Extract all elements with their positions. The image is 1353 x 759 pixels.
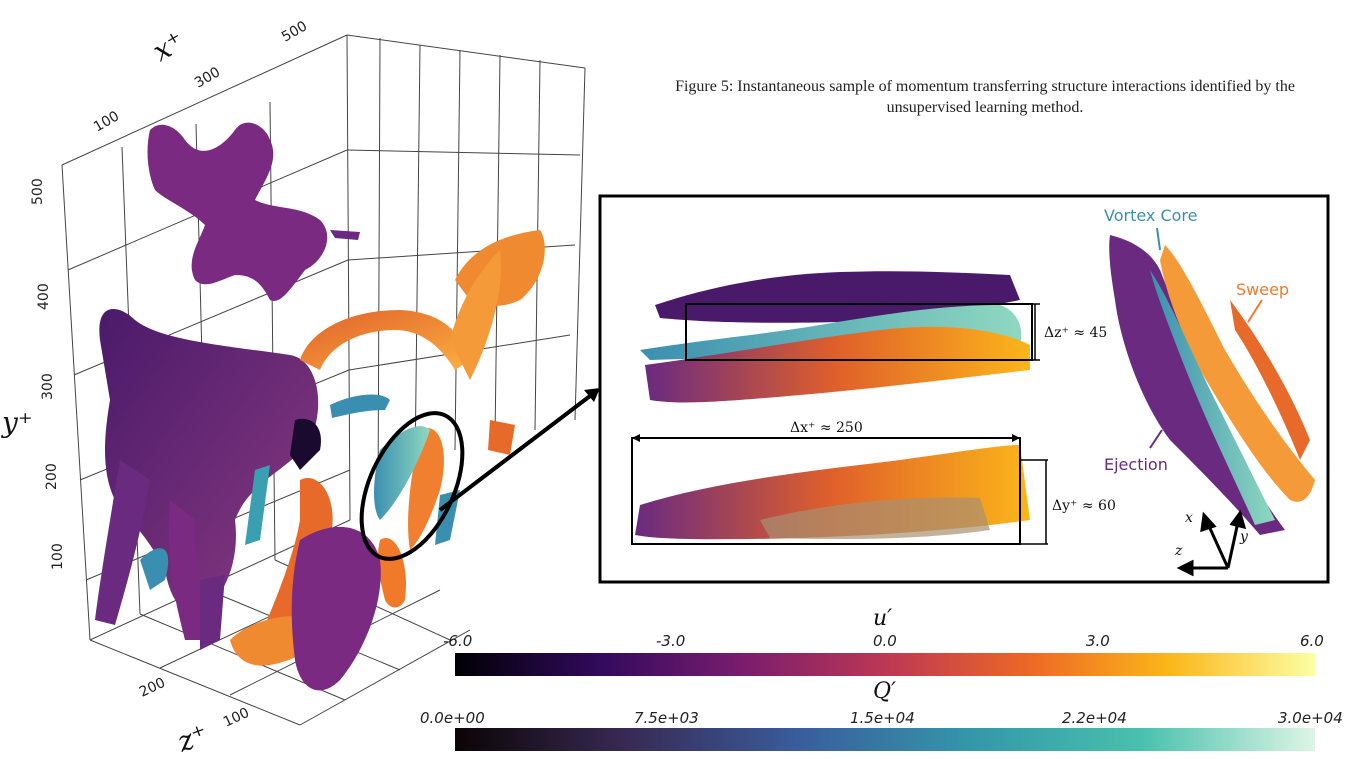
zoom-arrowhead [584, 388, 600, 402]
colorbar-q-tick: 7.5e+03 [634, 709, 699, 727]
colorbar-q-gradient [455, 728, 1315, 751]
colorbar-u-tick: -6.0 [443, 632, 472, 650]
dz-measure: Δz⁺ ≈ 45 [1044, 325, 1107, 341]
colorbar-q: Q′ 0.0e+00 7.5e+03 1.5e+04 2.2e+04 3.0e+… [420, 679, 1343, 751]
colorbar-q-tick: 0.0e+00 [420, 709, 485, 727]
x-ticks: 100 300 500 [91, 18, 310, 135]
y-tick-label: 200 [44, 463, 60, 490]
colorbar-q-tick: 2.2e+04 [1062, 709, 1127, 727]
x-tick-label: 300 [192, 64, 223, 91]
z-tick-label: 100 [221, 705, 252, 731]
colorbar-u: u′ -6.0 -3.0 0.0 3.0 6.0 [443, 606, 1324, 676]
flow-structures [95, 122, 545, 691]
triad-x-label: x [1185, 510, 1193, 526]
colorbar-q-tick: 3.0e+04 [1278, 709, 1343, 727]
colorbar-q-title: Q′ [873, 679, 896, 704]
dx-measure: Δx⁺ ≈ 250 [790, 420, 863, 436]
z-tick-label: 200 [137, 675, 168, 701]
inset-oblique-view [1109, 235, 1315, 535]
z-axis-label: z⁺ [172, 717, 212, 758]
dy-measure: Δy⁺ ≈ 60 [1052, 498, 1116, 514]
x-tick-label: 100 [91, 108, 122, 135]
colorbar-q-tick: 1.5e+04 [850, 709, 915, 727]
inset-top-view [640, 271, 1040, 403]
colorbar-u-tick: 3.0 [1086, 632, 1110, 650]
vortex-core-label: Vortex Core [1104, 206, 1198, 225]
figure-caption: Figure 5: Instantaneous sample of moment… [675, 78, 1295, 116]
y-tick-label: 100 [50, 543, 66, 570]
x-tick-label: 500 [279, 18, 310, 45]
triad-z-label: z [1174, 543, 1183, 559]
sweep-label: Sweep [1236, 280, 1289, 299]
colorbar-u-gradient [455, 653, 1315, 676]
y-tick-label: 500 [30, 178, 46, 205]
colorbar-u-tick: -3.0 [656, 632, 685, 650]
colorbar-u-tick: 6.0 [1300, 632, 1324, 650]
ejection-label: Ejection [1104, 455, 1168, 474]
y-tick-label: 400 [36, 283, 52, 310]
x-axis-label: x⁺ [147, 24, 190, 68]
zoom-arrow [438, 394, 592, 512]
y-axis-label: y⁺ [0, 406, 33, 439]
y-tick-label: 300 [40, 373, 56, 400]
colorbar-u-tick: 0.0 [873, 632, 897, 650]
axis-triad [1176, 509, 1247, 577]
triad-y-label: y [1239, 529, 1249, 545]
inset-side-view [631, 434, 1048, 545]
y-ticks: 500 400 300 200 100 [30, 178, 66, 570]
colorbar-u-title: u′ [873, 606, 892, 631]
